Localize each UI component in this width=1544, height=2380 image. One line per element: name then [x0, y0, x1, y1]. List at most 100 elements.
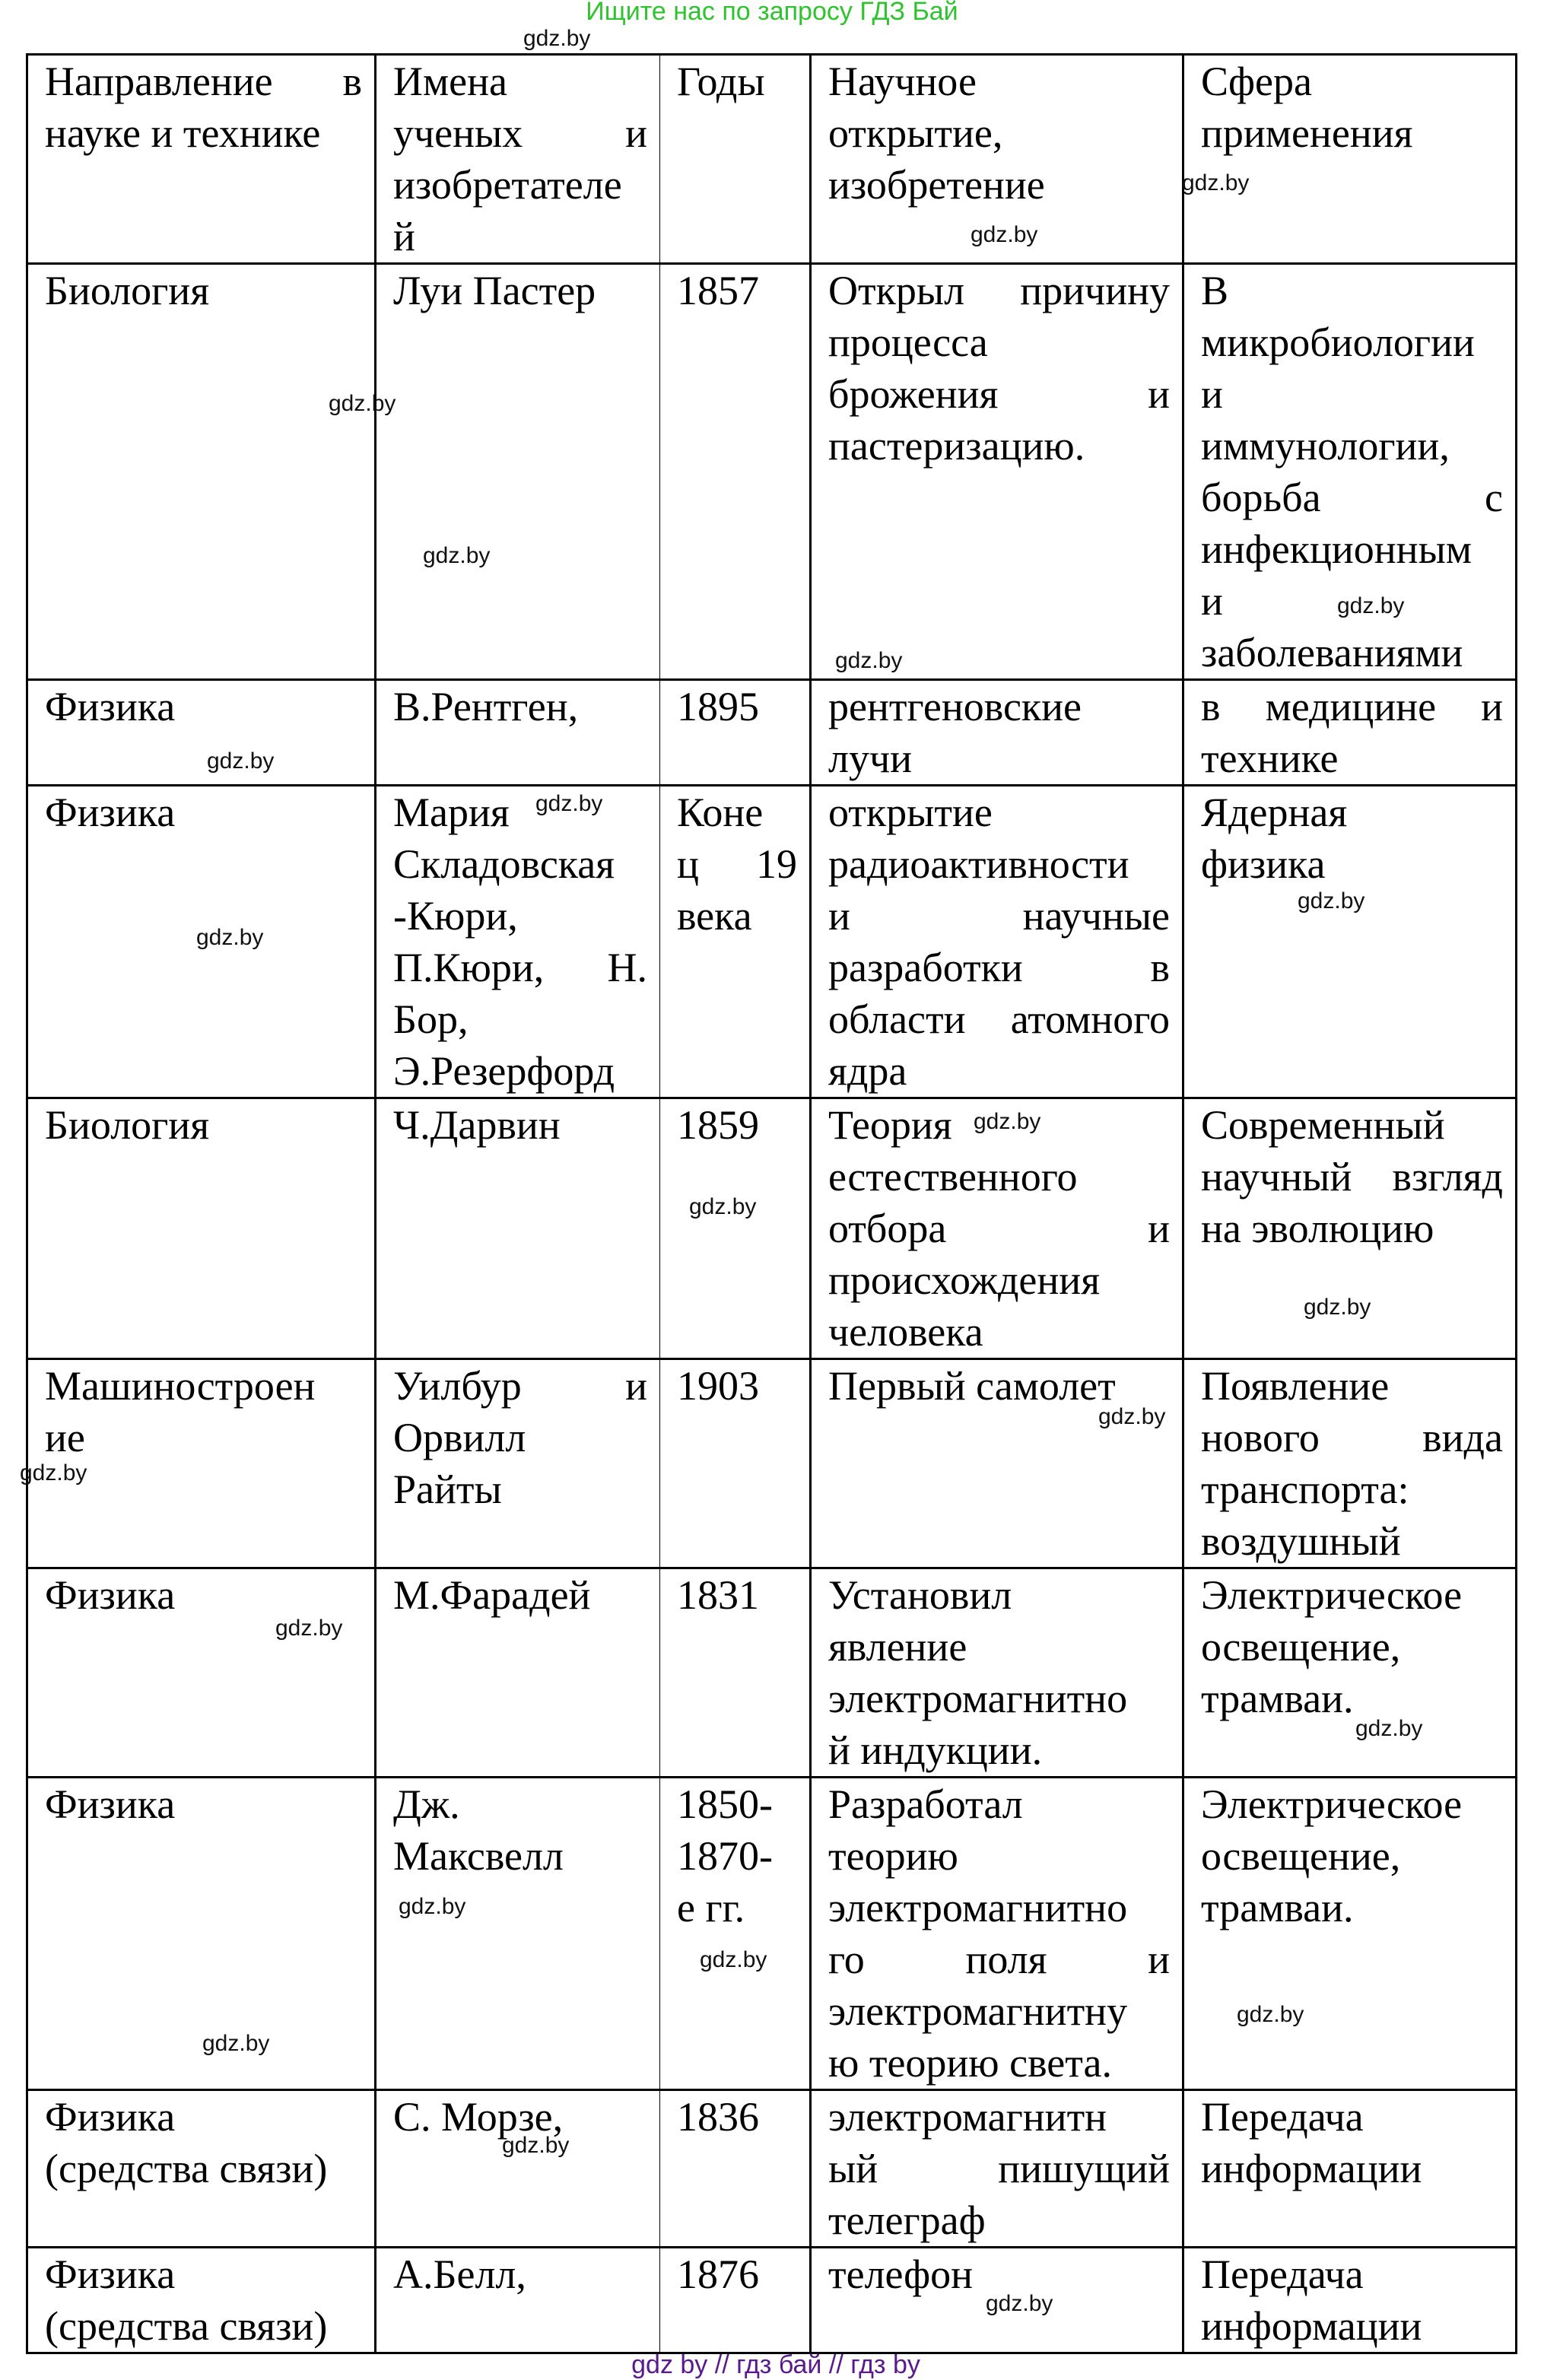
cell-line: Дж. [393, 1781, 460, 1827]
cell-line: П.Кюри, Н. [393, 945, 647, 990]
cell-line: М.Фарадей [393, 1572, 591, 1618]
cell-line: Передача [1201, 2251, 1364, 2297]
cell-line: научный взгляд [1201, 1154, 1503, 1200]
cell-line: Имена [393, 59, 508, 104]
cell-line: 1831 [677, 1572, 759, 1618]
cell-line: происхождения [828, 1257, 1101, 1303]
cell-discovery: Установил явление электромагнитно й индукци… [809, 1567, 1184, 1778]
cell-discovery: Первый самолет [809, 1358, 1184, 1569]
cell-line: Э.Резерфорд [393, 1048, 615, 1094]
cell-line: Электрическое [1201, 1572, 1463, 1618]
cell-application: Передача информации [1182, 2246, 1517, 2354]
cell-years: Коне ц 19 века [659, 784, 812, 1099]
cell-discovery: Теория естественного отбора и происхождения… [809, 1097, 1184, 1360]
watermark-text: gdz.by [1237, 2002, 1304, 2027]
cell-line: трамваи. [1201, 1676, 1354, 1721]
cell-line: Луи Пастер [393, 268, 596, 313]
cell-names: Ч.Дарвин [374, 1097, 660, 1360]
cell-line: и [1201, 371, 1223, 417]
watermark-text: gdz.by [399, 1894, 466, 1919]
cell-line: (средства связи) [45, 2303, 328, 2349]
cell-line: Мария [393, 790, 510, 835]
cell-line: Физика [45, 1781, 176, 1827]
watermark-text: gdz.by [974, 1109, 1041, 1134]
cell-line: освещение, [1201, 1624, 1401, 1670]
table-row: Биология Ч.Дарвин 1859 Теория естественного о… [26, 1097, 1517, 1360]
cell-line: е гг. [677, 1885, 745, 1930]
cell-direction: Физика (средства связи) [26, 2246, 376, 2354]
cell-line: процесса [828, 319, 988, 365]
cell-names: Мария Складовская -Кюри, П.Кюри, Н. Бор, Э.Ре… [374, 784, 660, 1099]
cell-line: Передача [1201, 2094, 1364, 2140]
cell-application: Электрическое освещение, трамваи. [1182, 1776, 1517, 2091]
cell-names: Уилбур и Орвилл Райты [374, 1358, 660, 1569]
cell-line: информации [1201, 2303, 1422, 2349]
cell-line: физика [1201, 841, 1326, 887]
cell-line: В [1201, 268, 1229, 313]
cell-line: Райты [393, 1466, 502, 1512]
cell-line: Направление в [45, 59, 362, 104]
watermark-text: gdz.by [971, 222, 1038, 247]
cell-line: телеграф [828, 2197, 986, 2243]
cell-line: открытие, [828, 110, 1003, 156]
watermark-text: gdz.by [986, 2291, 1053, 2316]
cell-names: В.Рентген, [374, 678, 660, 786]
cell-line: отбора и [828, 1206, 1170, 1251]
cell-line: Биология [45, 1102, 210, 1148]
cell-line: явление [828, 1624, 967, 1670]
cell-line: Орвилл [393, 1415, 526, 1460]
search-hint-banner: Ищите нас по запросу ГДЗ Бай [586, 0, 958, 26]
cell-line: изобретателе [393, 162, 622, 208]
watermark-text: gdz.by [1182, 170, 1250, 195]
table-row: Биология Луи Пастер 1857 Открыл причину проц… [26, 262, 1517, 681]
footer-watermark: gdz by // гдз бай // гдз by [631, 2350, 920, 2379]
table-row: Физика В.Рентген, 1895 рентгеновские лучи в м… [26, 678, 1517, 786]
cell-line: 1870- [677, 1833, 773, 1879]
cell-names: М.Фарадей [374, 1567, 660, 1778]
cell-years: 1831 [659, 1567, 812, 1778]
cell-direction: Физика [26, 784, 376, 1099]
cell-discovery: Научное открытие, изобретение [809, 53, 1184, 265]
cell-direction: Биология [26, 1097, 376, 1360]
cell-line: 1850- [677, 1781, 773, 1827]
watermark-text: gdz.by [835, 648, 903, 673]
cell-line: й индукции. [828, 1727, 1043, 1773]
watermark-text: gdz.by [1098, 1404, 1166, 1429]
cell-years: Годы [659, 53, 812, 265]
cell-line: 1836 [677, 2094, 759, 2140]
watermark-text: gdz.by [502, 2133, 570, 2158]
cell-line: на эволюцию [1201, 1206, 1434, 1251]
cell-line: области атомного [828, 996, 1170, 1042]
header-row: Направление в науке и технике Имена ученых … [26, 53, 1517, 265]
cell-line: го поля и [828, 1937, 1170, 1982]
watermark-text: gdz.by [196, 925, 264, 950]
cell-line: Физика [45, 2251, 176, 2297]
cell-line: пастеризацию. [828, 423, 1085, 469]
cell-line: В.Рентген, [393, 684, 579, 729]
cell-line: электромагнитно [828, 1676, 1128, 1721]
watermark-text: gdz.by [423, 543, 491, 568]
cell-line: ый пишущий [828, 2146, 1170, 2191]
cell-line: Первый самолет [828, 1363, 1116, 1409]
cell-direction: Биология [26, 262, 376, 681]
cell-line: 1895 [677, 684, 759, 729]
watermark-text: gdz.by [275, 1616, 343, 1641]
cell-application: Электрическое освещение, трамваи. [1182, 1567, 1517, 1778]
cell-line: микробиологии [1201, 319, 1475, 365]
cell-discovery: рентгеновские лучи [809, 678, 1184, 786]
cell-line: Максвелл [393, 1833, 564, 1879]
cell-line: Современный [1201, 1102, 1445, 1148]
table-row: Физика Мария Складовская -Кюри, П.Кюри, Н. Бо… [26, 784, 1517, 1099]
cell-line: естественного [828, 1154, 1078, 1200]
cell-line: в медицине и [1201, 684, 1503, 729]
cell-line: ученых и [393, 110, 647, 156]
watermark-text: gdz.by [1298, 888, 1365, 914]
cell-line: й [393, 214, 415, 259]
cell-line: -Кюри, [393, 893, 518, 939]
science-discoveries-table: Направление в науке и технике Имена ученых … [26, 53, 1517, 2354]
cell-line: заболеваниями [1201, 630, 1463, 675]
watermark-text: gdz.by [329, 391, 396, 416]
watermark-text: gdz.by [689, 1194, 757, 1219]
cell-line: Физика [45, 790, 176, 835]
cell-application: Ядерная физика [1182, 784, 1517, 1099]
